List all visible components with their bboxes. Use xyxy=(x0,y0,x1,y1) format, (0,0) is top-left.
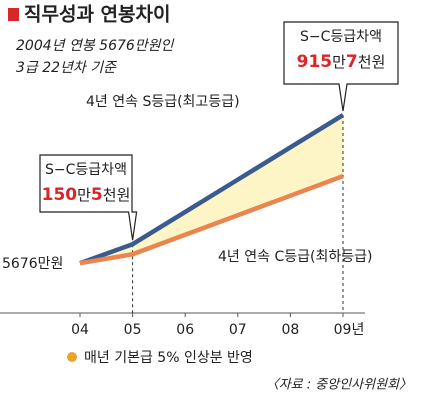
x-tick-label: 08 xyxy=(281,322,299,338)
chart-title: 직무성과 연봉차이 xyxy=(24,4,170,26)
callout-part: 5 xyxy=(91,185,103,205)
callout-part: 천원 xyxy=(358,53,386,71)
callout-box xyxy=(39,154,138,241)
callout-part: 150 xyxy=(42,185,78,205)
subtitle: 2004년 연봉 5676만원인 xyxy=(16,38,175,54)
series-line xyxy=(79,174,344,266)
source: 〈자료 : 중앙인사위원회〉 xyxy=(266,378,412,393)
gap-area xyxy=(80,115,343,264)
x-tick-label: 05 xyxy=(124,322,142,338)
x-tick-label: 06 xyxy=(176,322,194,338)
plot: 04 05 06 07 08 09년 4년 연속 S등급(최고등급) 4년 연속 C등급(최하… xyxy=(0,21,399,338)
annotation: 5676만원 xyxy=(2,256,63,272)
title-marker xyxy=(8,8,19,21)
series-label: 4년 연속 C등급(최하등급) xyxy=(218,249,372,265)
series-line xyxy=(79,113,345,266)
callout-title: S−C등급차액 xyxy=(300,29,382,45)
callout-part: 천원 xyxy=(103,186,131,204)
callout-part: 만 xyxy=(332,53,346,71)
subtitle: 3급 22년차 기준 xyxy=(16,60,117,76)
note: 매년 기본급 5% 인상분 반영 xyxy=(84,350,253,366)
x-tick-label: 07 xyxy=(229,322,247,338)
series-label: 4년 연속 S등급(최고등급) xyxy=(86,94,240,110)
callout-part: 7 xyxy=(346,52,358,72)
callout-title: S−C등급차액 xyxy=(45,162,127,178)
callout-value: 150만5천원 xyxy=(42,185,131,205)
x-tick-label: 09년 xyxy=(334,322,365,338)
note-bullet xyxy=(67,352,77,362)
callout-box xyxy=(283,21,399,112)
x-tick-label: 04 xyxy=(71,322,89,338)
callout-part: 915 xyxy=(297,52,333,72)
callout-value: 915만7천원 xyxy=(297,52,386,72)
callout-part: 만 xyxy=(77,186,91,204)
